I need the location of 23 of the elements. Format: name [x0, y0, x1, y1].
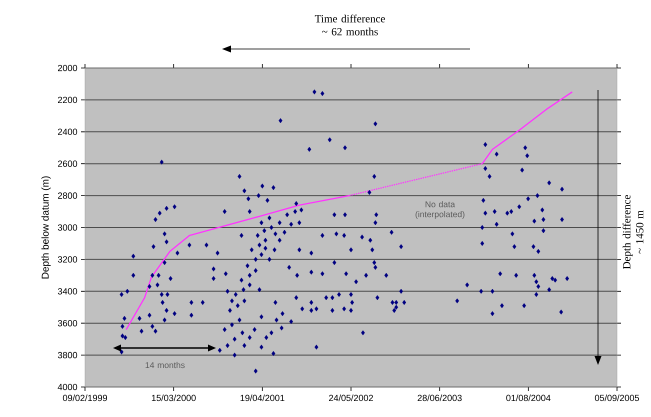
x-tick-label: 19/04/2001 [240, 394, 284, 402]
y-tick-label: 2600 [58, 160, 78, 167]
y-tick-label: 3000 [58, 224, 78, 231]
x-tick-label: 09/02/1999 [62, 394, 108, 402]
y-tick-label: 2000 [58, 64, 78, 72]
x-tick-label: 01/08/2004 [506, 394, 550, 402]
y-tick-label: 2800 [58, 192, 78, 199]
text: Depth difference ~ 1450 m [622, 195, 644, 270]
y-tick-label: 3400 [58, 288, 78, 294]
y-tick-label: 3600 [58, 320, 78, 326]
annotation: 14 months [146, 362, 185, 368]
annotation: No data (interpolated) [416, 201, 464, 219]
text: Time difference ~ 62 months [314, 14, 385, 36]
x-tick-label: 24/05/2002 [329, 394, 373, 402]
y-tick-label: 3200 [58, 256, 78, 263]
y-tick-label: 2200 [58, 96, 78, 104]
x-tick-label: 05/09/2005 [594, 394, 640, 402]
y-tick-label: 2400 [58, 128, 78, 135]
x-tick-label: 28/06/2003 [418, 394, 462, 402]
y-tick-label: 4000 [58, 384, 78, 390]
x-tick-label: 15/03/2000 [152, 394, 196, 402]
y-axis-title: Depth below datum (m) [41, 176, 51, 278]
y-tick-label: 3800 [58, 352, 78, 358]
